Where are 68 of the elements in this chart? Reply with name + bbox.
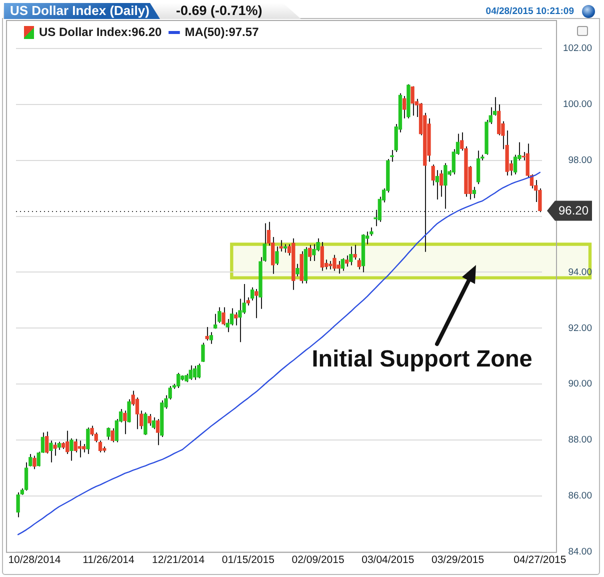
candlestick — [201, 342, 205, 363]
y-tick-label: 86.00 — [568, 490, 592, 502]
band-label: Initial Support Zone — [312, 345, 532, 372]
candlestick — [431, 164, 435, 186]
candlestick — [336, 260, 340, 274]
candlestick — [234, 312, 238, 326]
candlestick — [156, 418, 160, 446]
candlestick — [476, 150, 480, 185]
y-tick-label: 88.00 — [568, 434, 592, 446]
y-tick-label: 98.00 — [568, 154, 592, 166]
y-tick-label: 92.00 — [568, 322, 592, 334]
candlestick — [312, 244, 316, 262]
x-tick-label: 10/28/2014 — [8, 554, 61, 566]
candlestick — [49, 440, 53, 463]
candlestick — [344, 254, 349, 268]
candlestick — [110, 428, 114, 443]
candlestick — [44, 431, 49, 454]
x-tick-label: 03/04/2015 — [362, 554, 414, 566]
candlestick — [176, 372, 180, 389]
candlestick — [472, 186, 476, 199]
candlestick — [197, 363, 201, 379]
candlestick — [218, 306, 222, 324]
candlestick — [254, 288, 258, 319]
candlestick — [222, 306, 226, 326]
y-tick-label: 100.00 — [562, 99, 592, 110]
text: 04/28/2015 10:21:09 — [484, 6, 574, 18]
candlestick — [78, 440, 82, 458]
candlestick — [16, 492, 20, 518]
legend-label: MA(50):97.57 — [184, 24, 260, 39]
x-tick-label: 03/29/2015 — [431, 554, 484, 566]
x-tick-label: 11/26/2014 — [82, 554, 135, 566]
candlestick — [439, 170, 444, 198]
candlestick — [53, 442, 57, 456]
candlestick — [106, 426, 110, 440]
candlestick — [410, 86, 414, 116]
candlestick — [188, 364, 192, 380]
candlestick — [340, 258, 345, 272]
y-tick-label: 84.00 — [568, 546, 592, 558]
x-tick-label: 01/15/2015 — [222, 554, 275, 566]
y-tick-label: 102.00 — [562, 43, 592, 54]
ref-line-label: 96.20 — [558, 204, 589, 218]
candlestick — [152, 416, 156, 430]
chart-subtitle: -0.69 (-0.71%) — [176, 3, 262, 19]
candlestick — [213, 313, 218, 330]
x-tick-label: 12/21/2014 — [152, 554, 205, 566]
x-tick-label: 04/27/2015 — [514, 554, 566, 566]
candlestick — [275, 246, 279, 266]
candlestick — [444, 162, 448, 210]
x-tick-label: 02/09/2015 — [292, 554, 344, 566]
candlestick — [357, 258, 361, 270]
candlestick — [296, 263, 300, 277]
candlestick — [238, 298, 242, 343]
candlestick — [320, 242, 324, 272]
candlestick — [332, 254, 336, 272]
candlestick — [402, 96, 406, 119]
candlestick — [148, 414, 152, 426]
candlestick — [86, 426, 90, 455]
y-tick-label: 90.00 — [568, 378, 592, 390]
legend-label: US Dollar Index:96.20 — [39, 24, 162, 39]
candlestick — [123, 410, 127, 435]
candlestick — [32, 455, 36, 470]
candlestick — [349, 246, 353, 266]
candlestick — [513, 154, 518, 175]
candlestick — [144, 412, 148, 436]
candlestick — [353, 244, 357, 260]
candlestick — [74, 438, 78, 453]
candlestick — [66, 430, 70, 455]
candlestick — [192, 365, 197, 380]
